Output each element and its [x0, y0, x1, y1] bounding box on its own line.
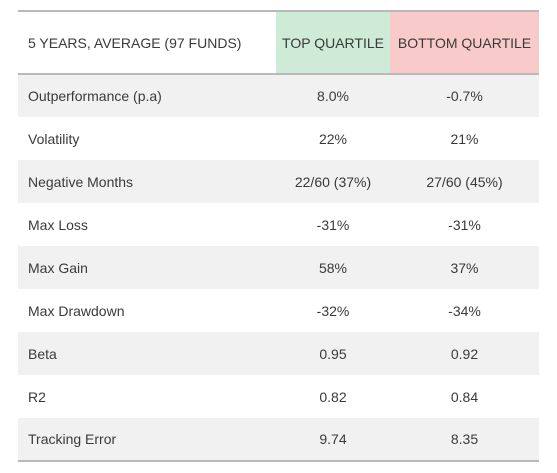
table-row: Max Loss -31% -31% — [18, 203, 539, 246]
row-label: Volatility — [28, 130, 80, 147]
table-row: R2 0.82 0.84 — [18, 375, 539, 418]
row-label: Max Gain — [28, 259, 88, 276]
bottom-quartile-value: -34% — [448, 302, 481, 319]
bottom-quartile-value: 8.35 — [450, 431, 479, 447]
top-quartile-value: 22% — [318, 130, 348, 147]
row-label: Tracking Error — [28, 431, 117, 447]
bottom-quartile-value: 0.92 — [450, 345, 479, 362]
top-quartile-value: 8.0% — [317, 88, 349, 104]
row-label: Negative Months — [28, 173, 134, 190]
quartile-comparison-table: 5 YEARS, AVERAGE (97 FUNDS) TOP QUARTILE… — [18, 10, 539, 462]
top-quartile-value: 22/60 (37%) — [294, 173, 372, 190]
bottom-quartile-value: -31% — [448, 216, 481, 233]
table-row: Max Drawdown -32% -34% — [18, 289, 539, 332]
row-label: Max Drawdown — [28, 302, 125, 319]
top-quartile-value: 0.82 — [319, 388, 347, 405]
header-bottom-quartile: BOTTOM QUARTILE — [390, 11, 539, 74]
row-label: Max Loss — [28, 216, 88, 233]
row-label: Outperformance (p.a) — [28, 88, 162, 104]
table-row: Tracking Error 9.74 8.35 — [18, 418, 539, 461]
table-row: Volatility 22% 21% — [18, 117, 539, 160]
header-metric-label: 5 YEARS, AVERAGE (97 FUNDS) — [28, 34, 242, 51]
header-top-quartile: TOP QUARTILE — [276, 11, 390, 74]
table-body: Outperformance (p.a) 8.0% -0.7% Volatili… — [18, 74, 539, 461]
bottom-quartile-value: 27/60 (45%) — [426, 173, 503, 190]
top-quartile-value: 9.74 — [319, 431, 347, 447]
header-row: 5 YEARS, AVERAGE (97 FUNDS) TOP QUARTILE… — [18, 11, 539, 74]
bottom-quartile-value: 0.84 — [450, 388, 479, 405]
bottom-quartile-value: 37% — [450, 259, 479, 276]
bottom-quartile-value: 21% — [450, 130, 479, 147]
top-quartile-value: 0.95 — [319, 345, 347, 362]
table-row: Max Gain 58% 37% — [18, 246, 539, 289]
row-label: Beta — [28, 345, 57, 362]
row-label: R2 — [28, 388, 46, 405]
table-row: Negative Months 22/60 (37%) 27/60 (45%) — [18, 160, 539, 203]
table-row: Outperformance (p.a) 8.0% -0.7% — [18, 74, 539, 117]
top-quartile-value: -32% — [316, 302, 350, 319]
table-row: Beta 0.95 0.92 — [18, 332, 539, 375]
bottom-quartile-value: -0.7% — [446, 88, 483, 104]
top-quartile-value: -31% — [316, 216, 350, 233]
top-quartile-value: 58% — [318, 259, 348, 276]
comparison-table-container: 5 YEARS, AVERAGE (97 FUNDS) TOP QUARTILE… — [18, 10, 539, 462]
table-header: 5 YEARS, AVERAGE (97 FUNDS) TOP QUARTILE… — [18, 11, 539, 74]
